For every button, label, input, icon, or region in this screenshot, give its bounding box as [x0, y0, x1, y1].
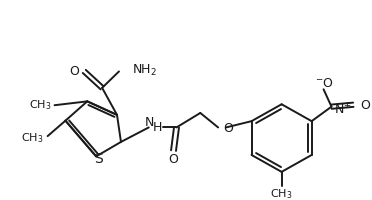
- Text: CH$_3$: CH$_3$: [29, 98, 52, 112]
- Text: CH$_3$: CH$_3$: [270, 186, 293, 200]
- Text: N: N: [145, 116, 154, 128]
- Text: O: O: [360, 99, 370, 112]
- Text: $^{-}$O: $^{-}$O: [315, 77, 334, 90]
- Text: CH$_3$: CH$_3$: [21, 131, 44, 144]
- Text: S: S: [94, 152, 103, 166]
- Text: NH$_2$: NH$_2$: [132, 63, 157, 78]
- Text: O: O: [70, 65, 79, 78]
- Text: O: O: [223, 121, 233, 134]
- Text: H: H: [153, 120, 162, 133]
- Text: O: O: [169, 152, 179, 165]
- Text: N$^{+}$: N$^{+}$: [334, 101, 352, 117]
